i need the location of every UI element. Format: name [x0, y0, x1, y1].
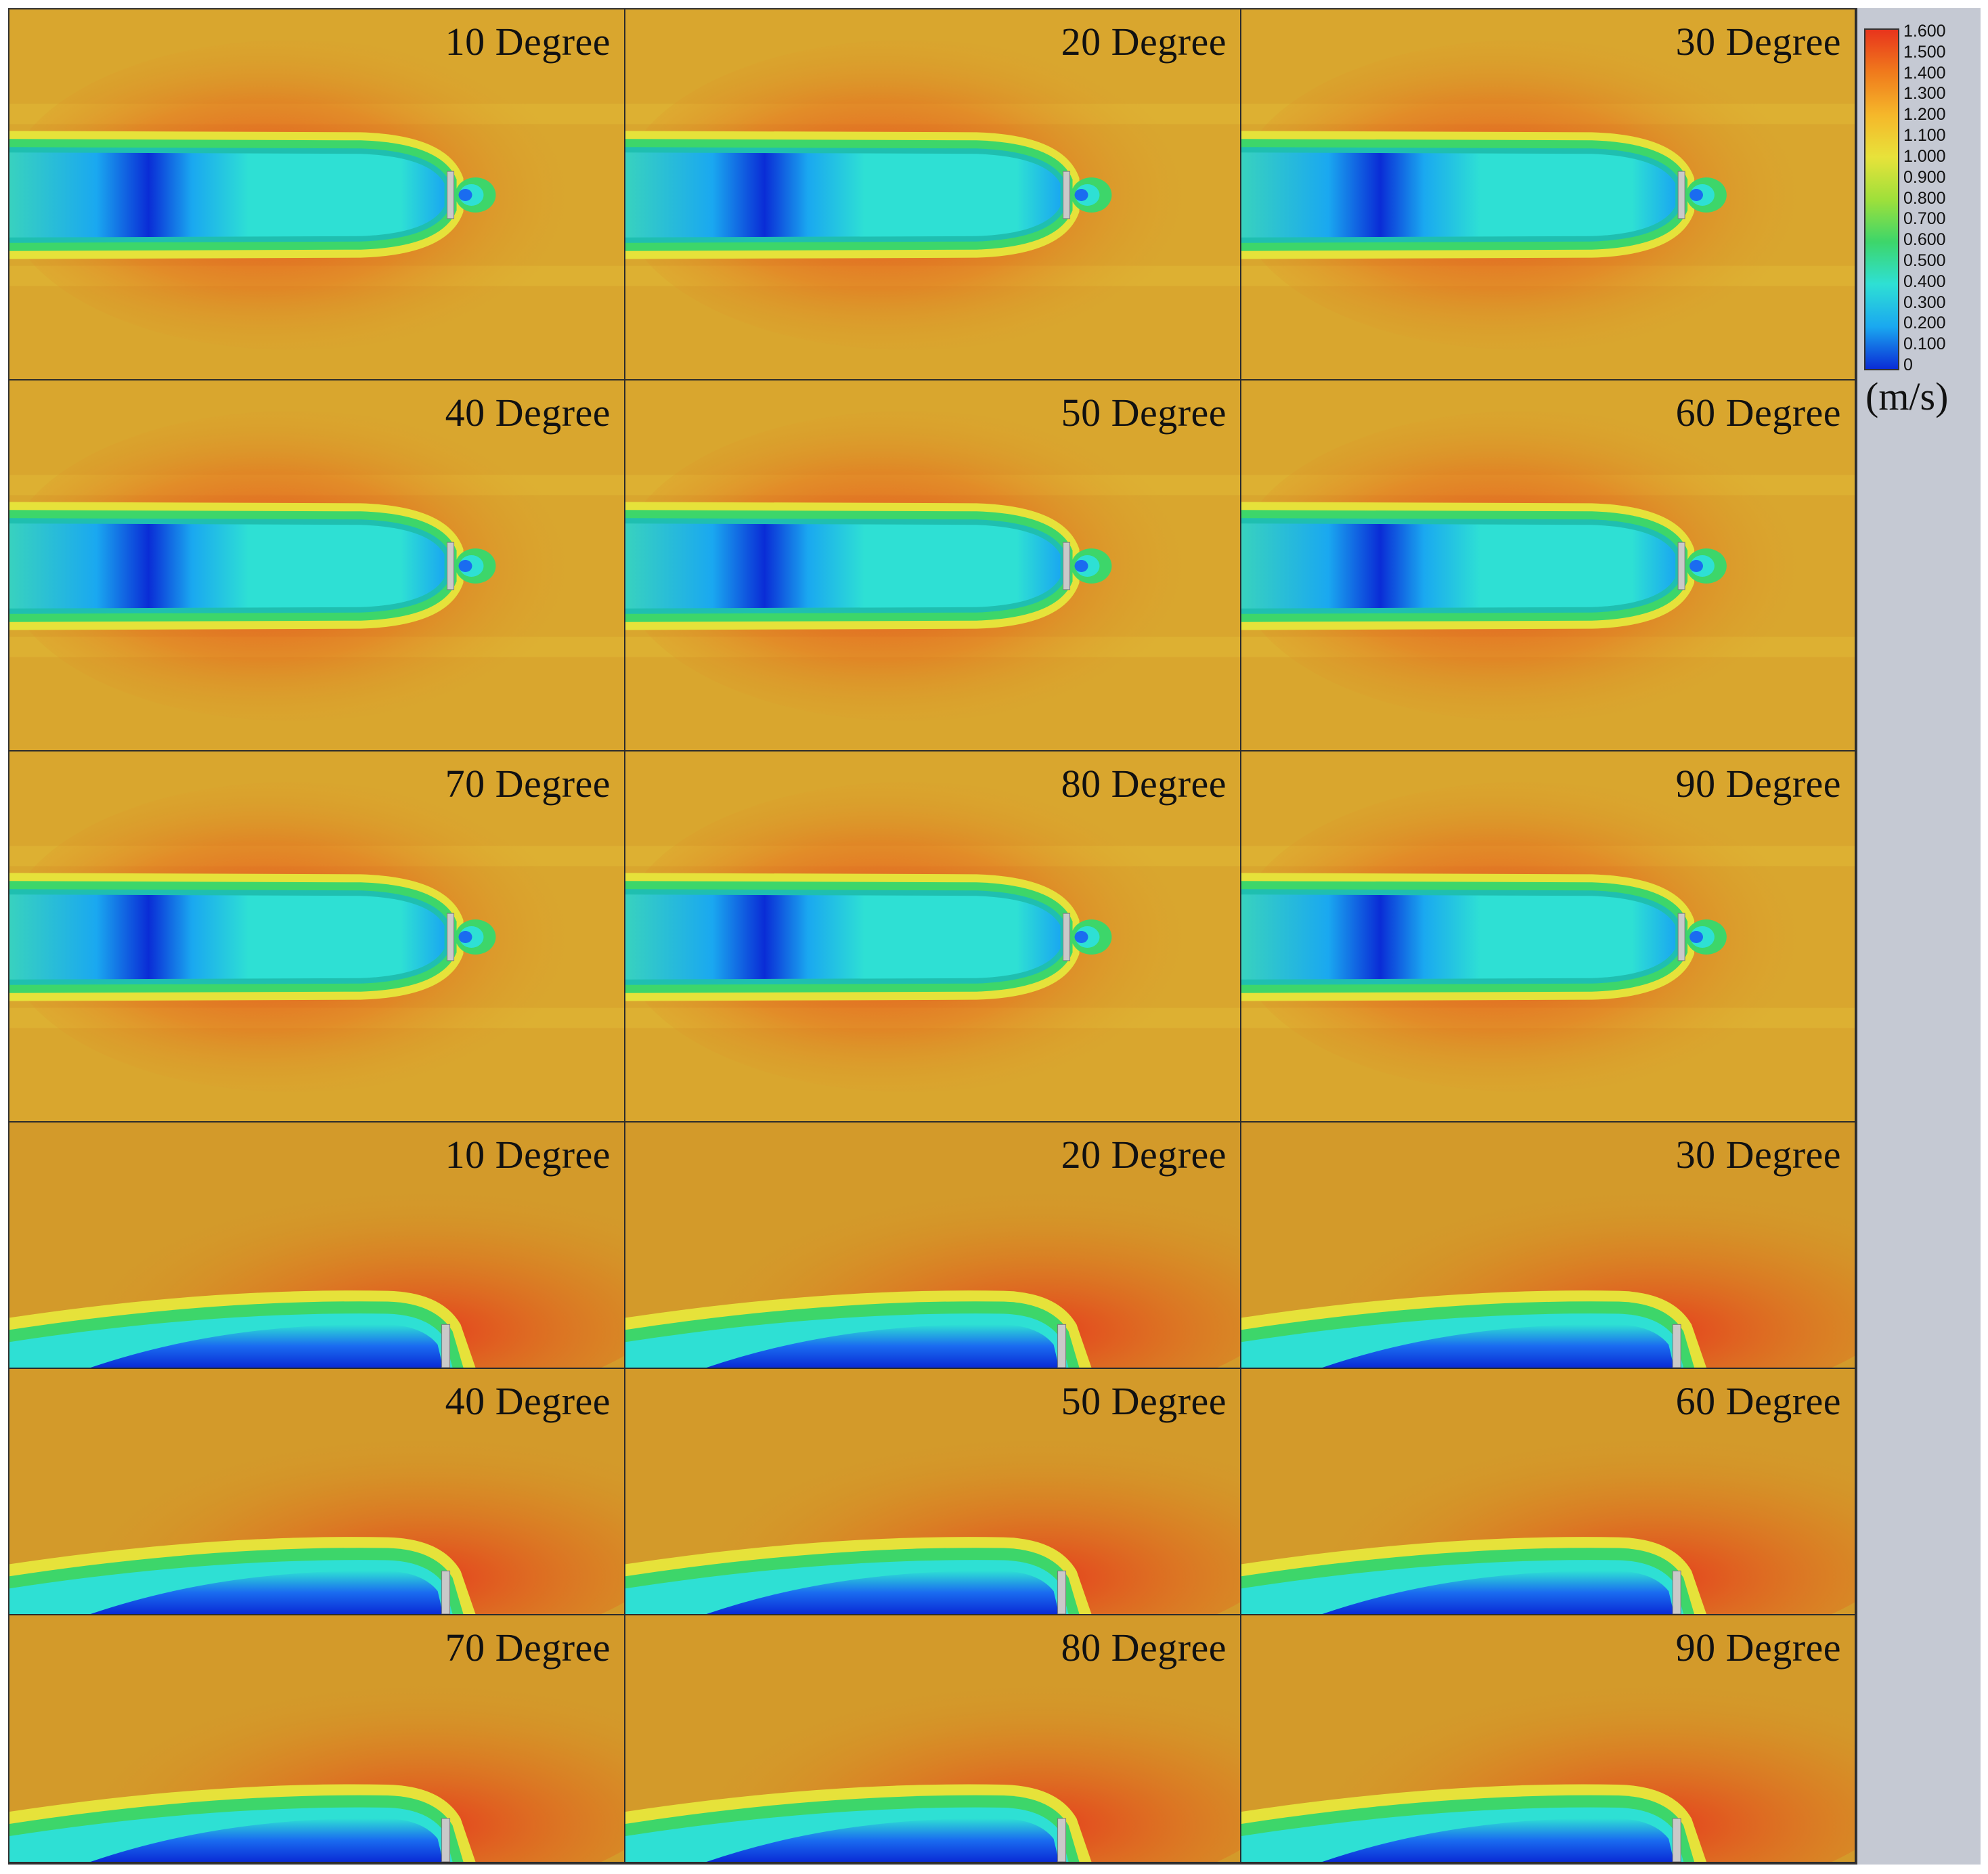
panel-angle-label: 70 Degree: [445, 762, 611, 806]
colorbar-legend: 1.600 1.500 1.400 1.300 1.200 1.100 1.000 0.900…: [1857, 8, 1981, 1865]
colorbar-unit: (m/s): [1865, 374, 1949, 418]
panel-angle-label: 80 Degree: [1061, 762, 1227, 806]
top-view-panel-1: 10 Degree: [9, 9, 625, 380]
top-view-panel-8: 80 Degree: [625, 751, 1241, 1123]
colorbar-tick-label: 0.500: [1903, 250, 1946, 270]
side-view-panel-8: 80 Degree: [625, 1615, 1241, 1863]
side-view-panel-1: 10 Degree: [9, 1123, 625, 1369]
panel-angle-label: 50 Degree: [1061, 391, 1227, 435]
side-view-panel-5: 50 Degree: [625, 1369, 1241, 1615]
panel-angle-label: 90 Degree: [1675, 762, 1841, 806]
top-view-panel-3: 30 Degree: [1241, 9, 1856, 380]
top-view-panel-5: 50 Degree: [625, 380, 1241, 751]
panel-angle-label: 60 Degree: [1675, 1379, 1841, 1423]
panel-angle-label: 40 Degree: [445, 391, 611, 435]
panel-angle-label: 40 Degree: [445, 1379, 611, 1423]
colorbar-tick-label: 0.100: [1903, 334, 1946, 354]
colorbar-tick-label: 1.400: [1903, 63, 1946, 83]
panel-angle-label: 80 Degree: [1061, 1626, 1227, 1670]
panel-angle-label: 30 Degree: [1675, 1133, 1841, 1177]
side-view-panel-6: 60 Degree: [1241, 1369, 1856, 1615]
colorbar-tick-label: 1.200: [1903, 105, 1946, 125]
colorbar-tick-label: 0.700: [1903, 209, 1946, 229]
colorbar-tick-label: 1.300: [1903, 84, 1946, 104]
colorbar-tick-label: 0.400: [1903, 271, 1946, 291]
colorbar-tick-label: 0.900: [1903, 167, 1946, 187]
side-view-panel-7: 70 Degree: [9, 1615, 625, 1863]
colorbar-tick-label: 0.800: [1903, 188, 1946, 208]
panel-angle-label: 10 Degree: [445, 1133, 611, 1177]
side-view-panel-4: 40 Degree: [9, 1369, 625, 1615]
colorbar-tick-label: 0.300: [1903, 292, 1946, 312]
top-view-panel-9: 90 Degree: [1241, 751, 1856, 1123]
colorbar-gradient: [1864, 28, 1899, 370]
panel-angle-label: 20 Degree: [1061, 20, 1227, 64]
top-view-panel-6: 60 Degree: [1241, 380, 1856, 751]
top-view-panel-2: 20 Degree: [625, 9, 1241, 380]
panel-angle-label: 50 Degree: [1061, 1379, 1227, 1423]
side-view-panel-3: 30 Degree: [1241, 1123, 1856, 1369]
top-view-panel-7: 70 Degree: [9, 751, 625, 1123]
panel-angle-label: 10 Degree: [445, 20, 611, 64]
panel-angle-label: 30 Degree: [1675, 20, 1841, 64]
colorbar-tick-label: 1.000: [1903, 146, 1946, 166]
panel-angle-label: 60 Degree: [1675, 391, 1841, 435]
top-view-panel-4: 40 Degree: [9, 380, 625, 751]
side-view-panel-9: 90 Degree: [1241, 1615, 1856, 1863]
panel-angle-label: 70 Degree: [445, 1626, 611, 1670]
colorbar-tick-label: 1.500: [1903, 42, 1946, 62]
panel-angle-label: 20 Degree: [1061, 1133, 1227, 1177]
colorbar-tick-label: 1.100: [1903, 126, 1946, 146]
colorbar-tick-label: 1.600: [1903, 22, 1946, 41]
velocity-contour-grid: 10 Degree: [8, 8, 1857, 1865]
panel-angle-label: 90 Degree: [1675, 1626, 1841, 1670]
side-view-panel-2: 20 Degree: [625, 1123, 1241, 1369]
colorbar-tick-label: 0: [1903, 355, 1913, 374]
colorbar-tick-label: 0.600: [1903, 230, 1946, 250]
colorbar-tick-label: 0.200: [1903, 313, 1946, 333]
